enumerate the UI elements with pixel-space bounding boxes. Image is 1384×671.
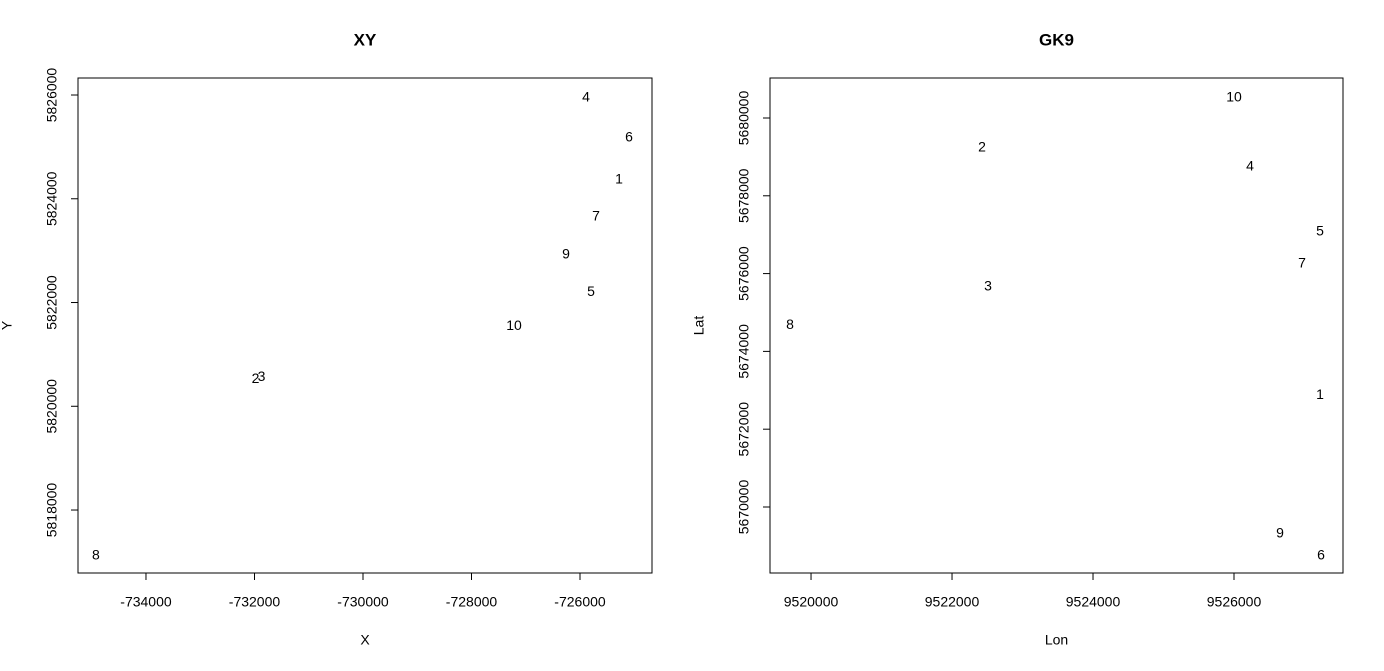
point-label: 9	[1276, 525, 1284, 541]
y-tick-label: 5824000	[44, 171, 60, 226]
point-label: 4	[582, 89, 590, 105]
point-label: 1	[1316, 386, 1324, 402]
plot-box	[77, 77, 653, 574]
point-label: 2	[978, 139, 986, 155]
point-label: 7	[592, 207, 600, 223]
point-label: 8	[92, 547, 100, 563]
point-label: 10	[506, 317, 522, 333]
point-label: 2	[252, 370, 260, 386]
x-tick-label: 9526000	[1207, 594, 1262, 610]
point-label: 1	[615, 171, 623, 187]
x-tick-label: -734000	[120, 594, 172, 610]
point-label: 6	[625, 129, 633, 145]
point-label: 3	[258, 368, 266, 384]
point-label: 4	[1246, 157, 1254, 173]
y-tick-label: 5678000	[736, 168, 752, 223]
x-tick-label: -732000	[229, 594, 281, 610]
y-tick-label: 5674000	[736, 324, 752, 379]
y-axis-label: Lat	[691, 316, 707, 336]
point-label: 10	[1226, 89, 1242, 105]
y-tick-label: 5826000	[44, 68, 60, 123]
point-label: 3	[984, 277, 992, 293]
chart-title: GK9	[1039, 30, 1074, 49]
point-label: 5	[1316, 222, 1324, 238]
y-tick-label: 5818000	[44, 483, 60, 538]
plot-box	[769, 77, 1344, 574]
y-tick-label: 5680000	[736, 91, 752, 146]
x-tick-label: -730000	[337, 594, 389, 610]
x-tick-label: 9522000	[925, 594, 980, 610]
y-tick-label: 5672000	[736, 402, 752, 457]
x-axis-label: Lon	[1045, 632, 1068, 648]
x-tick-label: 9520000	[784, 594, 839, 610]
y-axis-label: Y	[0, 320, 15, 330]
y-tick-label: 5820000	[44, 379, 60, 434]
point-label: 9	[562, 245, 570, 261]
y-tick-label: 5822000	[44, 275, 60, 330]
point-label: 5	[587, 283, 595, 299]
point-label: 8	[786, 316, 794, 332]
y-tick-label: 5670000	[736, 480, 752, 535]
point-label: 6	[1317, 547, 1325, 563]
x-tick-label: -728000	[446, 594, 498, 610]
x-tick-label: -726000	[554, 594, 606, 610]
x-axis-label: X	[360, 632, 370, 648]
point-label: 7	[1298, 254, 1306, 270]
x-tick-label: 9524000	[1066, 594, 1121, 610]
y-tick-label: 5676000	[736, 246, 752, 301]
chart-title: XY	[354, 30, 377, 49]
